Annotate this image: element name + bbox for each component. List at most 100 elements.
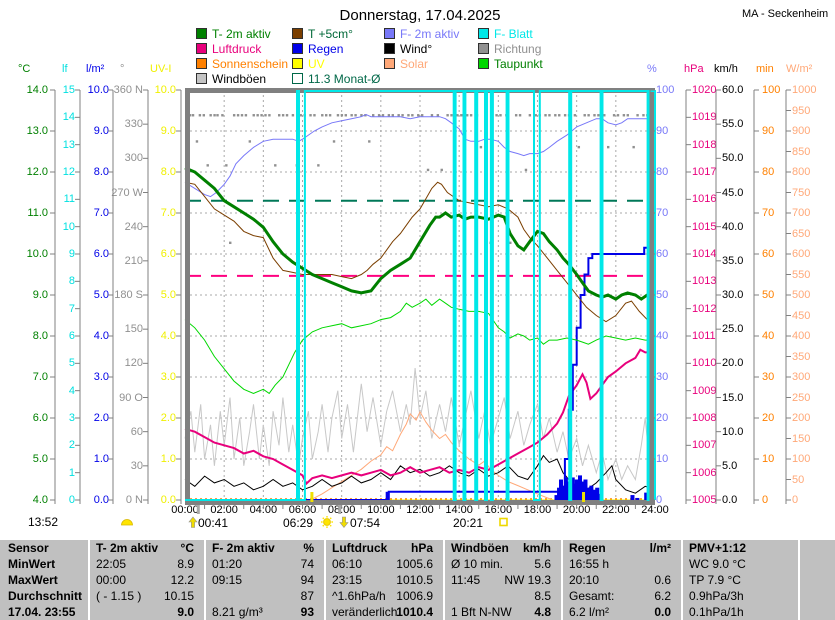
legend-item: Wind° xyxy=(384,43,432,56)
rain-bar xyxy=(580,481,585,500)
wind-direction-dot xyxy=(554,114,557,117)
axis-tick-label: 0 xyxy=(68,494,75,506)
table-cell: NW 19.3 xyxy=(504,573,551,587)
axis-tick-label: 1009 xyxy=(692,384,717,397)
wind-direction-dot xyxy=(264,114,267,117)
x-axis-label: 24:00 xyxy=(641,504,669,516)
table-column-divider xyxy=(561,540,563,620)
axis-tick-label: 10 xyxy=(762,453,775,465)
table-cell: Windböen xyxy=(451,541,509,555)
table-cell: 5.6 xyxy=(534,557,551,571)
axis-tick-label: 15.0 xyxy=(722,391,744,404)
axis-tick-label: 9 xyxy=(68,248,75,260)
axis-tick-label: 300 xyxy=(792,371,811,383)
arrow-up-icon xyxy=(188,516,198,528)
axis-tick-label: 900 xyxy=(792,125,811,137)
table-cell: T- 2m aktiv xyxy=(96,541,159,555)
sun-icon xyxy=(321,516,333,528)
table-cell: km/h xyxy=(522,541,551,555)
table-cell: Ø 10 min. xyxy=(451,557,504,571)
axis-tick-label: 40 xyxy=(762,330,775,342)
legend-item: T- 2m aktiv xyxy=(196,28,271,41)
series-F- 2m aktiv xyxy=(184,114,655,198)
wind-direction-dot xyxy=(240,114,244,117)
axis-tick-label: 7.0 xyxy=(32,371,48,383)
legend-swatch-icon xyxy=(196,43,207,54)
axis-tick-label: 70 xyxy=(762,207,775,219)
wind-direction-dot xyxy=(195,140,199,143)
x-axis-label: 22:00 xyxy=(602,504,630,516)
wind-direction-dot xyxy=(213,114,216,117)
legend-item: Taupunkt xyxy=(478,58,543,71)
axis-tick-label: 15 xyxy=(62,84,75,96)
x-axis-label: 14:00 xyxy=(445,504,473,516)
axis-tick-label: 150 xyxy=(792,432,811,445)
axis-tick-label: 200 xyxy=(792,412,811,424)
x-axis-label: 18:00 xyxy=(523,504,552,516)
wind-direction-dot xyxy=(563,114,567,117)
rain-bar xyxy=(595,487,600,500)
axis-tick-label: 40 xyxy=(656,330,669,342)
axis-tick-label: 0.0 xyxy=(160,494,176,506)
axis-tick-label: 90 xyxy=(762,125,775,137)
axis-tick-label: 3 xyxy=(68,412,75,424)
axis-tick-label: 100 xyxy=(762,84,781,96)
rain-bar xyxy=(577,475,582,500)
table-cell: 8.21 g/m³ xyxy=(212,605,263,619)
axis-tick-label: 350 xyxy=(792,350,811,363)
rain-bar xyxy=(644,492,649,500)
wind-direction-dot xyxy=(514,114,518,117)
rain-bar xyxy=(592,489,597,500)
axis-tick-label: 700 xyxy=(792,207,811,219)
axis-tick-label: 10.0 xyxy=(87,84,109,96)
axis-tick-label: 13 xyxy=(62,138,75,151)
table-cell: 6.2 xyxy=(654,589,671,603)
day-marker-label: 07:54 xyxy=(350,516,381,530)
rain-bar xyxy=(586,487,591,500)
rain-bar xyxy=(635,497,640,500)
axis-unit-label: W/m² xyxy=(786,63,813,75)
axis-tick-label: 750 xyxy=(792,186,811,199)
axis-tick-label: 1007 xyxy=(692,439,717,452)
legend-label: Wind° xyxy=(400,42,433,56)
rain-bar xyxy=(630,495,635,500)
legend-swatch-icon xyxy=(478,28,489,39)
wind-direction-dot xyxy=(202,114,206,117)
axis-tick-label: 5.0 xyxy=(722,459,738,472)
axis-tick-label: 330 xyxy=(124,118,143,131)
wind-direction-dot xyxy=(456,114,459,117)
legend-swatch-icon xyxy=(292,58,303,69)
table-cell: TP 7.9 °C xyxy=(689,573,741,587)
axis-unit-label: min xyxy=(756,63,774,75)
axis-tick-label: 5 xyxy=(68,357,75,370)
axis-tick-label: 120 xyxy=(124,357,143,370)
wind-direction-dot xyxy=(548,114,551,117)
axis-tick-label: 800 xyxy=(792,166,811,178)
series-Windböen xyxy=(184,368,656,482)
axis-tick-label: 4.0 xyxy=(160,330,176,342)
wind-direction-dot xyxy=(340,114,344,117)
wind-direction-dot xyxy=(321,114,324,117)
wind-direction-dot xyxy=(256,114,259,117)
wind-direction-dot xyxy=(499,114,502,117)
table-cell: 09:15 xyxy=(212,573,243,587)
axis-tick-label: 30.0 xyxy=(722,289,744,301)
wind-direction-dot xyxy=(252,114,255,117)
table-cell: 23:15 xyxy=(332,573,363,587)
wind-direction-dot xyxy=(188,114,192,117)
wind-direction-dot xyxy=(328,114,332,117)
table-cell: 17.04. 23:55 xyxy=(8,605,76,619)
legend-label: Solar xyxy=(400,57,429,71)
legend-item: T +5cm° xyxy=(292,28,353,41)
wind-direction-dot xyxy=(309,114,312,117)
wind-direction-dot xyxy=(325,114,328,117)
axis-tick-label: 100 xyxy=(792,453,811,465)
wind-direction-dot xyxy=(528,114,532,117)
table-cell: 01:20 xyxy=(212,557,243,571)
wind-direction-dot xyxy=(350,114,353,117)
wind-direction-dot xyxy=(278,114,281,117)
wind-direction-dot xyxy=(420,114,424,117)
legend-swatch-icon xyxy=(292,43,303,54)
table-cell: 1010.4 xyxy=(396,605,433,619)
